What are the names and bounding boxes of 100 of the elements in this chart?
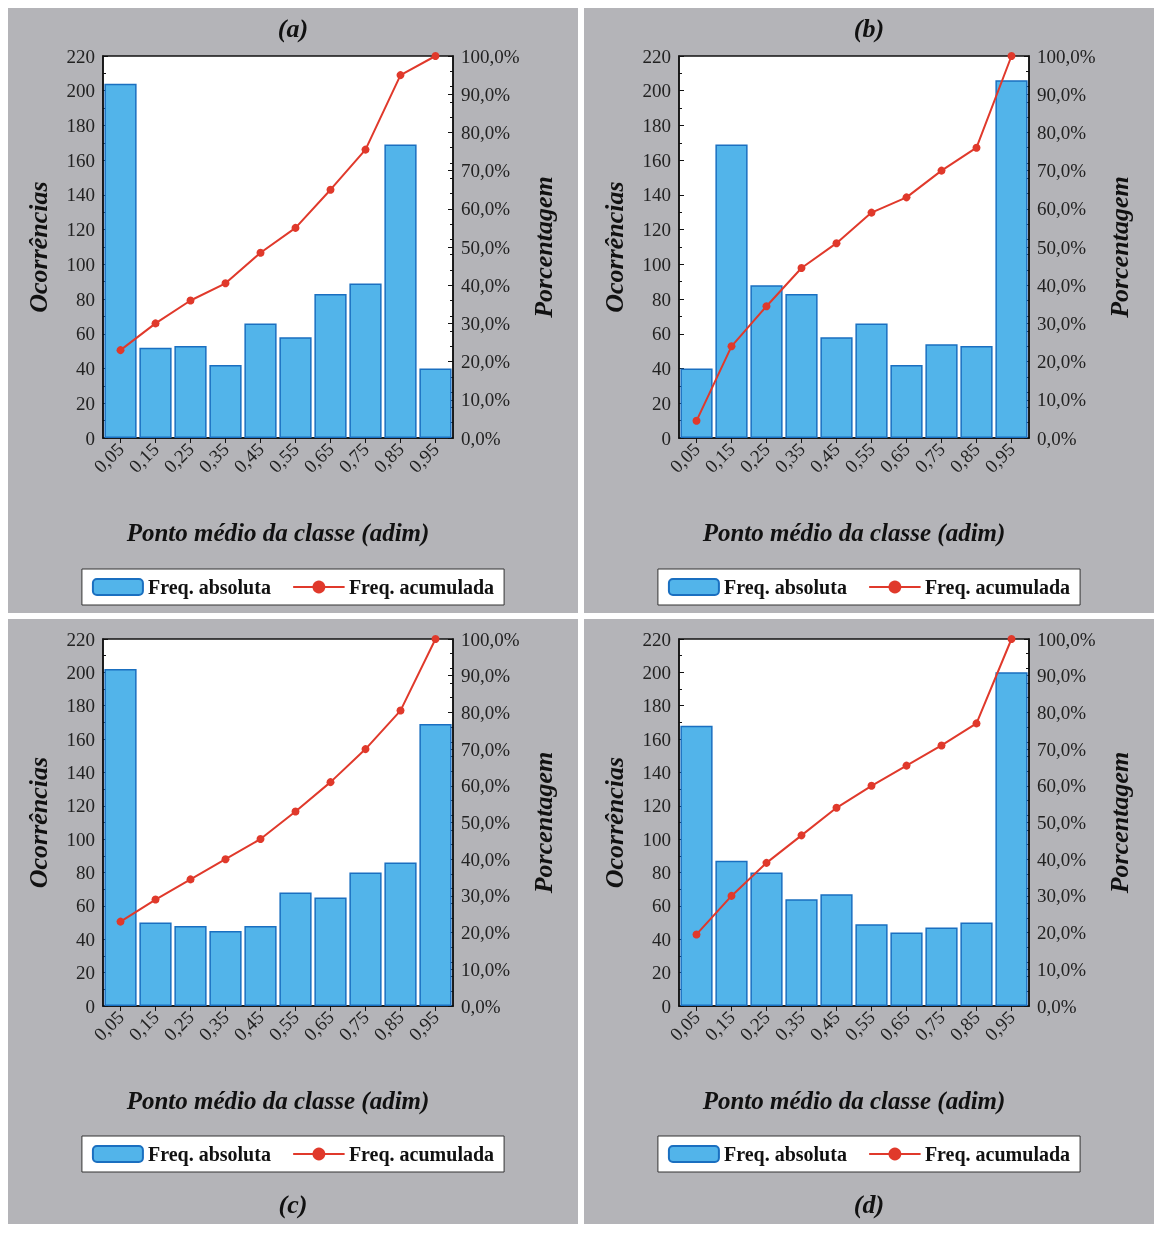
y-tick-label: 220 [642, 45, 671, 67]
point [902, 193, 911, 202]
y2-tick-label: 30,0% [1037, 885, 1087, 907]
y-tick-label: 220 [66, 45, 95, 67]
y2-tick-label: 90,0% [461, 83, 511, 105]
bar [279, 892, 312, 1006]
y-tick-label: 140 [66, 761, 95, 783]
point [867, 781, 876, 790]
y2-tick-label: 20,0% [461, 351, 511, 373]
bar [349, 283, 382, 438]
point [867, 208, 876, 217]
y2-tick-label: 60,0% [1037, 775, 1087, 797]
bar [890, 365, 923, 438]
y-tick-label: 80 [76, 862, 95, 884]
y-tick-label: 160 [66, 149, 95, 171]
y2-tick-label: 100,0% [461, 628, 520, 650]
bar [995, 672, 1028, 1006]
point [431, 635, 440, 643]
y2-tick-label: 70,0% [461, 738, 511, 760]
y-tick-label: 180 [642, 114, 671, 136]
legend-label: Freq. absoluta [147, 1143, 271, 1166]
point [221, 855, 230, 864]
bar [750, 285, 783, 438]
bar [855, 924, 888, 1006]
bar [680, 725, 713, 1006]
y2-tick-label: 80,0% [1037, 701, 1087, 723]
y2-tick-label: 80,0% [461, 121, 511, 143]
y2-tick-label: 0,0% [1037, 995, 1077, 1017]
y-tick-label: 120 [66, 795, 95, 817]
point [972, 719, 981, 728]
y2-tick-label: 20,0% [1037, 922, 1087, 944]
point [256, 248, 265, 257]
point [762, 858, 771, 867]
y2-tick-label: 10,0% [461, 958, 511, 980]
y2-tick-label: 0,0% [461, 995, 501, 1017]
y-axis-title: Ocorrências [23, 181, 53, 313]
legend-label: Freq. acumulada [924, 1143, 1071, 1166]
point [291, 223, 300, 232]
bar [715, 860, 748, 1006]
y-tick-label: 20 [652, 962, 671, 984]
bar [209, 365, 242, 438]
text: (d) [853, 1189, 885, 1219]
bar [680, 368, 713, 438]
point [326, 778, 335, 787]
y2-tick-label: 30,0% [461, 885, 511, 907]
y-tick-label: 40 [652, 928, 671, 950]
point [692, 930, 701, 939]
bar [314, 293, 347, 438]
y2-tick-label: 10,0% [1037, 389, 1087, 411]
bar [925, 927, 958, 1006]
y2-tick-label: 90,0% [1037, 83, 1087, 105]
y2-tick-label: 40,0% [1037, 848, 1087, 870]
y-axis-title: Ocorrências [599, 181, 629, 313]
y-tick-label: 80 [76, 288, 95, 310]
bar [925, 344, 958, 438]
y-tick-label: 120 [66, 219, 95, 241]
point [396, 706, 405, 715]
point [797, 831, 806, 840]
y-tick-label: 160 [642, 728, 671, 750]
point [151, 319, 160, 328]
y-tick-label: 220 [642, 628, 671, 650]
y2-tick-label: 80,0% [1037, 121, 1087, 143]
text: (c) [278, 1189, 308, 1219]
y-tick-label: 60 [652, 895, 671, 917]
y-tick-label: 100 [642, 253, 671, 275]
point [116, 917, 125, 926]
bar [419, 724, 452, 1006]
point [762, 302, 771, 311]
y-tick-label: 20 [76, 962, 95, 984]
y2-tick-label: 50,0% [461, 236, 511, 258]
y-tick-label: 80 [652, 288, 671, 310]
bar [419, 368, 452, 438]
y2-tick-label: 100,0% [1037, 45, 1096, 67]
y-tick-label: 0 [661, 427, 671, 449]
y-tick-label: 100 [66, 253, 95, 275]
point [797, 264, 806, 273]
point [832, 803, 841, 812]
y-tick-label: 220 [66, 628, 95, 650]
bar [209, 930, 242, 1006]
point [727, 891, 736, 900]
bar [960, 922, 993, 1006]
y2-axis-title: Porcentagem [528, 751, 558, 895]
point [151, 895, 160, 904]
y2-tick-label: 60,0% [461, 198, 511, 220]
y-axis-title: Ocorrências [23, 756, 53, 889]
point [256, 835, 265, 844]
y-tick-label: 160 [642, 149, 671, 171]
bar [715, 144, 748, 438]
y-tick-label: 120 [642, 219, 671, 241]
y2-tick-label: 50,0% [1037, 812, 1087, 833]
bar [244, 925, 277, 1006]
y-tick-label: 200 [66, 661, 95, 683]
point [361, 745, 370, 754]
y-tick-label: 180 [66, 114, 95, 136]
bar [139, 922, 172, 1006]
y-tick-label: 40 [76, 358, 95, 380]
point [326, 185, 335, 194]
legend-label: Freq. absoluta [723, 576, 847, 599]
y2-tick-label: 60,0% [1037, 198, 1087, 220]
legend-label: Freq. acumulada [924, 576, 1071, 599]
